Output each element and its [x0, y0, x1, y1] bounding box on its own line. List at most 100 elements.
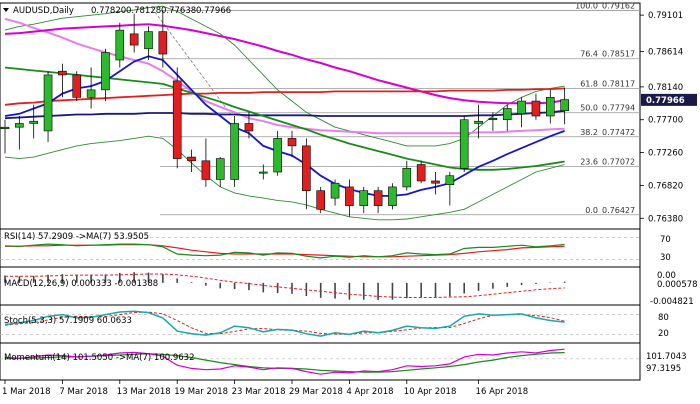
bullish-candle: [115, 22, 125, 68]
price-tick-label: 0.76820: [648, 181, 683, 191]
candle-body: [129, 33, 139, 46]
candle-body: [201, 160, 211, 180]
fib-value-label: 0.78517: [602, 50, 635, 59]
pink-ma-line: [4, 17, 565, 135]
bullish-candle: [29, 104, 39, 139]
candle-body: [115, 29, 125, 61]
macd-tick-lower: -0.004821: [650, 297, 694, 307]
candle-body: [345, 186, 354, 206]
bullish-candle: [488, 112, 498, 131]
magenta-ma-line: [4, 23, 565, 105]
price-tick-label: 0.79101: [648, 11, 683, 21]
time-tick-label: 4 Apr 2018: [346, 387, 393, 397]
fib-value-label: 0.79162: [602, 2, 635, 11]
bearish-candle: [58, 63, 67, 98]
time-tick-label: 29 Mar 2018: [289, 387, 343, 397]
ohlc-close: 0.77966: [196, 6, 231, 16]
stochastic-indicator: [0, 310, 640, 337]
candle-body: [459, 119, 469, 169]
candle-body: [158, 31, 168, 55]
bullish-candle: [459, 116, 469, 172]
bearish-candle: [416, 160, 426, 184]
candle-body: [244, 123, 254, 132]
fib-value-label: 0.76427: [602, 206, 635, 215]
bullish-candle: [388, 183, 397, 210]
rsi-panel-title: RSI(14) 57.2909 ->MA(7) 53.9505: [4, 232, 149, 242]
fib-percent-label: 76.4: [580, 50, 598, 59]
macd-panel-title: MACD(12,26,9) 0.000333 -0.001388: [4, 279, 158, 289]
candle-body: [502, 108, 512, 121]
rsi-tick-70: 70: [660, 235, 671, 245]
candle-body: [86, 89, 96, 98]
bullish-candle: [445, 172, 455, 206]
rsi-tick-30: 30: [660, 253, 671, 263]
bearish-candle: [287, 130, 297, 158]
candle-body: [545, 97, 555, 117]
rsi-indicator: [0, 237, 640, 260]
momentum-tick-lower: 97.3195: [646, 364, 681, 374]
bullish-candle: [15, 116, 24, 150]
macd-tick-upper: 0.000578: [657, 280, 698, 290]
fibonacci-levels: 100.0 0.79162 76.4 0.78517 61.8 0.78117 50.0 0.…: [151, 2, 640, 216]
time-tick-label: 13 Mar 2018: [117, 387, 171, 397]
bullish-candle: [502, 104, 512, 131]
candle-body: [517, 100, 526, 115]
bullish-candle: [359, 186, 369, 214]
candle-body: [43, 74, 53, 132]
bullish-candle: [273, 130, 282, 176]
momentum-panel-title: Momentum(14) 101.5050 ->MA(7) 100.9632: [4, 353, 194, 363]
candle-body: [330, 182, 340, 199]
fib-percent-label: 100.0: [575, 2, 598, 11]
fib-percent-label: 50.0: [580, 104, 598, 113]
price-tick-label: 0.78614: [648, 47, 683, 57]
fib-value-label: 0.77794: [602, 104, 635, 113]
bullish-candle: [86, 67, 96, 109]
fib-value-label: 0.78117: [602, 80, 635, 89]
momentum-indicator: [0, 348, 640, 375]
bullish-candle: [258, 164, 268, 180]
bearish-candle: [72, 71, 82, 102]
bearish-candle: [316, 186, 326, 214]
candle-body: [388, 186, 397, 206]
bullish-candle: [43, 71, 53, 143]
last-price-label: 0.77966: [646, 96, 685, 106]
bearish-candle: [373, 186, 383, 214]
fib-percent-label: 23.6: [580, 158, 598, 167]
candle-body: [373, 190, 383, 206]
candle-body: [187, 156, 196, 162]
candle-body: [560, 99, 569, 112]
candle-body: [258, 171, 268, 174]
stoch-tick-80: 80: [658, 313, 669, 323]
bullish-candle: [474, 104, 483, 139]
candle-body: [287, 138, 297, 147]
bearish-candle: [172, 67, 182, 169]
candle-body: [29, 120, 39, 124]
stoch-k-line: [4, 310, 565, 337]
bullish-candle: [0, 119, 10, 154]
green-ma-line: [4, 66, 565, 171]
fib-value-label: 0.77472: [602, 128, 635, 137]
candle-body: [302, 145, 311, 191]
fib-percent-label: 61.8: [580, 80, 598, 89]
bullish-candle: [230, 116, 239, 187]
last-price-marker: [641, 93, 697, 106]
price-tick-label: 0.77260: [648, 149, 683, 159]
candle-body: [416, 164, 426, 182]
time-tick-label: 7 Mar 2018: [59, 387, 107, 397]
bearish-candle: [129, 13, 139, 53]
bullish-candle: [144, 26, 153, 60]
moving-average-overlays: [4, 5, 565, 221]
candle-body: [101, 52, 110, 91]
candle-body: [72, 74, 82, 98]
candle-body: [474, 120, 483, 124]
time-axis: 1 Mar 2018 7 Mar 2018 13 Mar 2018 19 Mar 20…: [0, 379, 640, 397]
bullish-candle: [545, 89, 555, 124]
navy-ma-line: [4, 109, 565, 120]
candle-body: [172, 80, 182, 159]
bullish-candle: [330, 179, 340, 206]
fib-percent-label: 0.0: [585, 206, 598, 215]
macd-tick-zero: 0.00: [657, 271, 676, 281]
ohlc-high: 0.78128: [126, 6, 161, 16]
time-tick-label: 1 Mar 2018: [2, 387, 50, 397]
candle-body: [15, 123, 24, 128]
